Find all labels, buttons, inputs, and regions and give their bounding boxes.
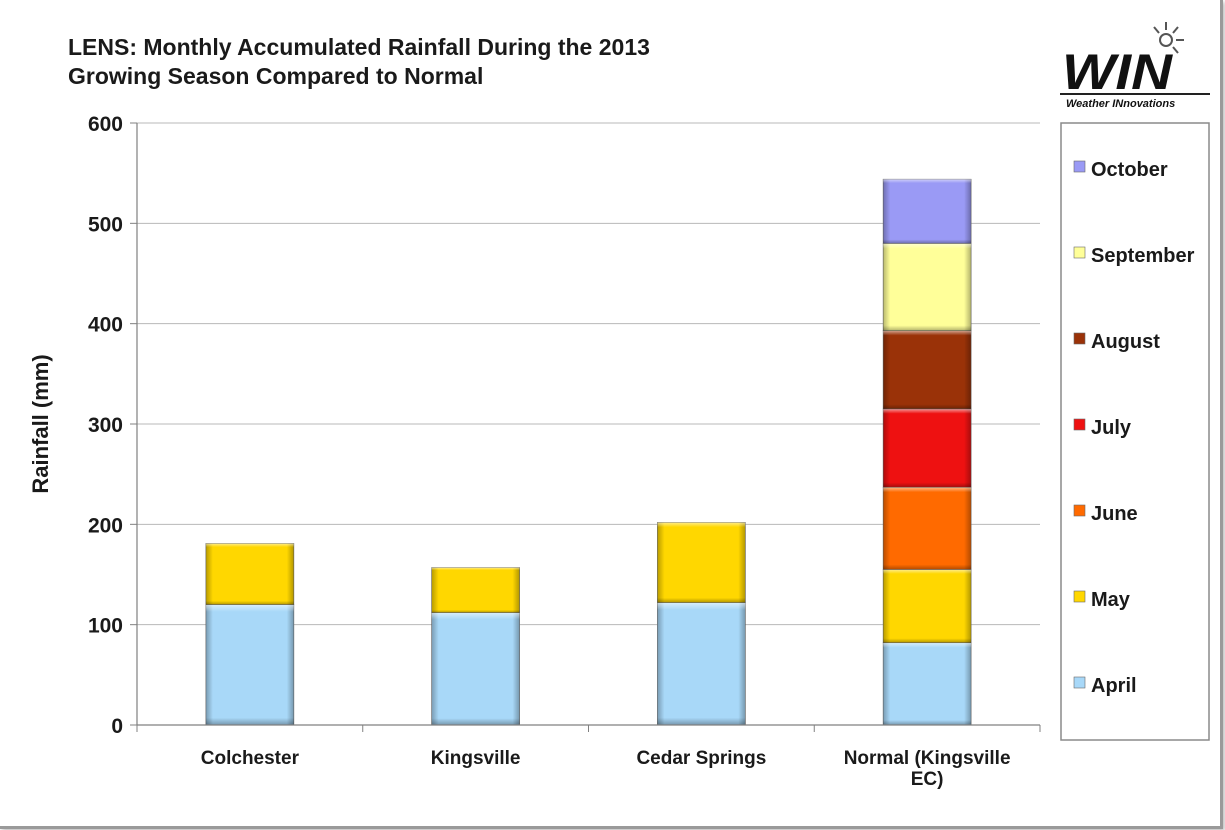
y-axis-ticks: 0 100 200 300 400 500 600	[88, 113, 137, 738]
bar-shade-v	[883, 569, 972, 643]
legend: October September August July June May April	[1060, 122, 1210, 741]
legend-label: April	[1091, 675, 1137, 697]
legend-item-june: June	[1073, 503, 1138, 525]
x-tick-label: Colchester	[201, 748, 300, 769]
bar-april-1	[431, 612, 520, 726]
bar-july-3	[882, 408, 972, 488]
legend-swatch	[1073, 676, 1086, 689]
y-tick-label: 600	[88, 113, 123, 136]
bar-june-3	[882, 486, 972, 570]
legend-item-july: July	[1073, 417, 1132, 439]
legend-item-may: May	[1073, 589, 1131, 611]
logo-rule	[1060, 93, 1210, 95]
legend-swatch	[1073, 160, 1086, 173]
chart-title-line-2: Growing Season Compared to Normal	[68, 63, 483, 89]
x-tick-label: Kingsville	[431, 748, 521, 769]
legend-swatch	[1073, 418, 1086, 431]
legend-label: October	[1091, 159, 1168, 181]
x-axis-labels: Colchester Kingsville Cedar Springs Normal …	[201, 748, 1011, 790]
bar-shade-v	[883, 642, 972, 725]
y-tick-label: 200	[88, 514, 123, 537]
bar-shade-v	[205, 543, 294, 605]
legend-item-september: September	[1073, 245, 1195, 267]
legend-box	[1060, 122, 1210, 741]
bar-april-2	[657, 602, 746, 726]
bars	[205, 178, 972, 726]
bar-shade-v	[883, 487, 972, 570]
bar-shade-v	[657, 602, 746, 725]
chart-title-line-1: LENS: Monthly Accumulated Rainfall Durin…	[68, 34, 650, 60]
legend-label: August	[1091, 331, 1160, 353]
bar-shade-v	[205, 604, 294, 725]
legend-label: September	[1091, 245, 1195, 267]
legend-item-april: April	[1073, 675, 1137, 697]
y-tick-label: 500	[88, 213, 123, 236]
legend-item-october: October	[1073, 159, 1168, 181]
legend-swatch	[1073, 332, 1086, 345]
axes	[136, 123, 1041, 732]
legend-label: May	[1091, 589, 1131, 611]
bar-may-2	[657, 522, 746, 603]
bar-shade-v	[431, 612, 520, 725]
bar-shade-v	[883, 179, 972, 244]
legend-item-august: August	[1073, 331, 1160, 353]
y-tick-label: 0	[111, 715, 123, 738]
legend-swatch	[1073, 246, 1086, 259]
bar-shade-v	[431, 567, 520, 613]
y-tick-label: 300	[88, 414, 123, 437]
legend-label: June	[1091, 503, 1138, 525]
bar-may-0	[205, 543, 295, 605]
y-tick-label: 100	[88, 615, 123, 638]
x-tick-label: EC)	[911, 769, 944, 790]
bar-april-0	[205, 604, 295, 726]
bar-shade-v	[883, 243, 972, 331]
bar-shade-v	[657, 522, 746, 603]
bar-shade-v	[883, 408, 972, 488]
logo-mark: WIN	[1062, 44, 1173, 100]
legend-swatch	[1073, 590, 1086, 603]
logo-tagline: Weather INnovations	[1066, 98, 1175, 110]
bar-may-1	[431, 567, 520, 613]
x-tick-label: Cedar Springs	[636, 748, 766, 769]
y-tick-label: 400	[88, 314, 123, 337]
sun-icon	[1153, 22, 1184, 54]
win-logo: WIN Weather INnovations	[1060, 22, 1210, 110]
y-axis-label: Rainfall (mm)	[28, 354, 53, 493]
legend-swatch	[1073, 504, 1086, 517]
bar-shade-v	[883, 330, 972, 409]
bar-may-3	[882, 569, 972, 644]
bar-october-3	[882, 178, 972, 244]
legend-label: July	[1091, 417, 1132, 439]
bar-april-3	[882, 642, 972, 726]
x-tick-label: Normal (Kingsville	[844, 748, 1011, 769]
bar-september-3	[882, 243, 972, 331]
bar-august-3	[882, 330, 972, 410]
